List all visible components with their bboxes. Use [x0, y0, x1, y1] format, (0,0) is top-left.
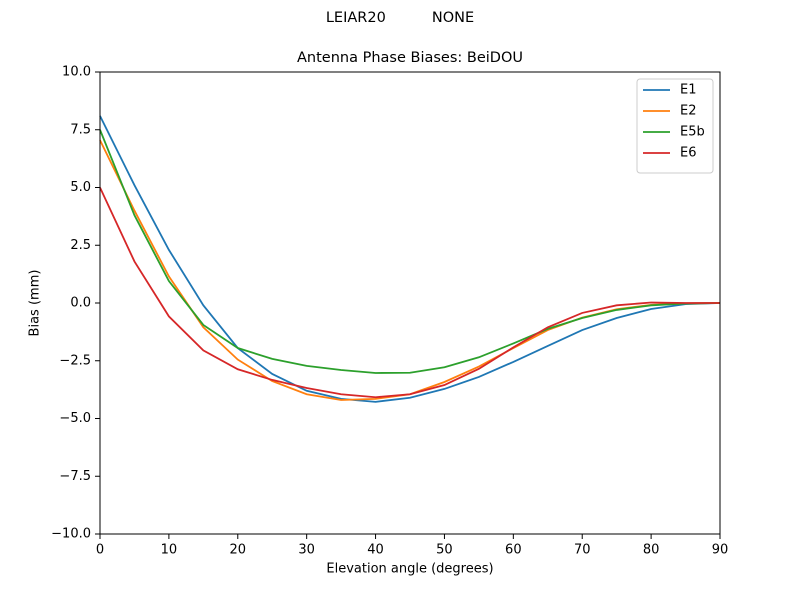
- y-tick-label: 2.5: [70, 238, 91, 253]
- x-tick-label: 50: [436, 543, 453, 558]
- x-tick-label: 10: [161, 543, 178, 558]
- y-tick-label: −5.0: [59, 411, 91, 426]
- legend-label: E2: [680, 104, 697, 119]
- x-tick-label: 20: [230, 543, 247, 558]
- plot-frame: [99, 71, 721, 535]
- y-tick-label: −2.5: [59, 353, 91, 368]
- y-tick-label: 10.0: [62, 65, 91, 80]
- line-series: [99, 187, 720, 399]
- x-tick-label: 90: [712, 543, 729, 558]
- chart-title: Antenna Phase Biases: BeiDOU: [297, 50, 523, 66]
- legend-box: [636, 78, 714, 174]
- line-series: [99, 129, 721, 374]
- x-tick-label: 80: [643, 543, 660, 558]
- y-tick-label: 7.5: [70, 122, 91, 137]
- y-tick-label: 5.0: [70, 180, 91, 195]
- y-axis-label: Bias (mm): [28, 270, 43, 337]
- x-tick-label: 30: [298, 543, 315, 558]
- y-tick-label: −10.0: [51, 527, 91, 542]
- line-series: [99, 115, 721, 403]
- x-axis-label: Elevation angle (degrees): [326, 562, 493, 577]
- x-tick-label: 60: [505, 543, 522, 558]
- legend-label: E5b: [680, 125, 705, 140]
- suptitle: LEIAR20 NONE: [326, 10, 474, 26]
- legend-label: E1: [680, 83, 697, 98]
- x-tick-label: 0: [96, 543, 104, 558]
- legend-label: E6: [680, 146, 697, 161]
- y-tick-label: 0.0: [70, 296, 91, 311]
- y-tick-label: −7.5: [59, 469, 91, 484]
- x-tick-label: 40: [367, 543, 384, 558]
- x-tick-label: 70: [574, 543, 591, 558]
